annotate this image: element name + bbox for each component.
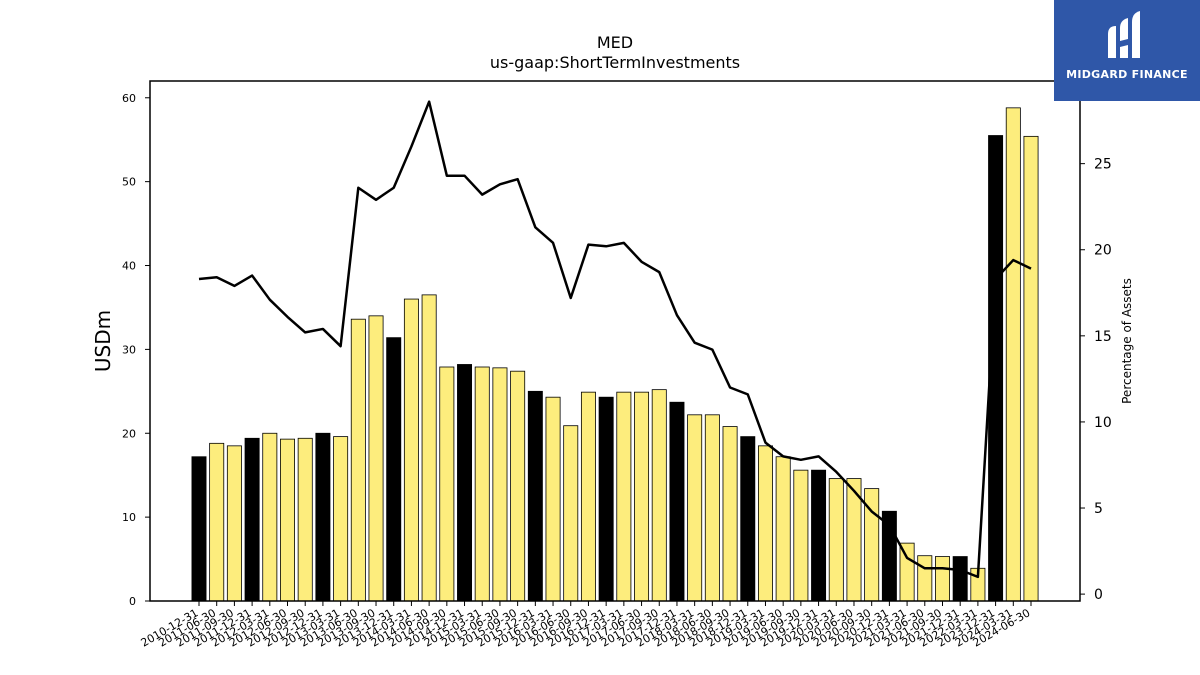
bar xyxy=(828,478,844,602)
y2-tick-label: 20 xyxy=(1094,243,1112,259)
y2-tick-label: 10 xyxy=(1094,415,1112,431)
bar xyxy=(651,389,667,602)
bar xyxy=(757,445,773,602)
bar xyxy=(1023,135,1039,602)
bar xyxy=(899,542,915,602)
bar xyxy=(917,555,933,602)
bar xyxy=(634,391,650,602)
bar xyxy=(722,426,738,602)
y-axis-label: USDm xyxy=(91,310,115,372)
plot-frame xyxy=(149,80,1081,602)
percentage-line xyxy=(198,100,1032,579)
bar xyxy=(740,436,756,602)
bar xyxy=(403,298,419,602)
y-tick-label: 50 xyxy=(122,176,136,189)
y-tick-label: 20 xyxy=(122,427,136,440)
line-group xyxy=(198,100,1032,579)
bar xyxy=(687,414,703,602)
bar xyxy=(244,437,260,602)
bar xyxy=(510,370,526,602)
x-axis: 2010-12-312011-06-302011-09-302011-12-31… xyxy=(139,601,1033,650)
bar xyxy=(280,438,295,602)
bar xyxy=(209,442,225,602)
bar xyxy=(297,437,313,602)
y2-axis: 0 5 10 15 20 25 xyxy=(1080,157,1112,603)
chart-subtitle: us-gaap:ShortTermInvestments xyxy=(490,53,740,72)
y-tick-label: 60 xyxy=(122,92,136,105)
bar xyxy=(226,445,242,602)
bar xyxy=(545,396,561,602)
bar xyxy=(811,469,827,602)
chart-title: MED xyxy=(597,33,633,52)
y2-axis-label: Percentage of Assets xyxy=(1120,278,1134,404)
y-axis: 0 10 20 30 40 50 60 xyxy=(122,92,150,608)
bar xyxy=(704,414,720,602)
bar xyxy=(191,456,207,602)
bar xyxy=(333,436,349,602)
logo-mark-icon xyxy=(1108,11,1140,58)
bar xyxy=(457,364,473,602)
logo-text: MIDGARD FINANCE xyxy=(1066,68,1188,81)
bar xyxy=(935,556,950,602)
y-tick-label: 10 xyxy=(122,511,136,524)
bar xyxy=(386,337,402,602)
bar xyxy=(669,401,685,602)
bar xyxy=(580,391,596,602)
bar xyxy=(527,390,543,602)
bars-group xyxy=(191,107,1039,602)
y2-tick-label: 5 xyxy=(1094,501,1103,517)
bar xyxy=(793,469,809,602)
bar xyxy=(315,432,331,602)
bar xyxy=(439,366,455,602)
bar xyxy=(492,367,508,602)
y-tick-label: 40 xyxy=(122,260,136,273)
bar xyxy=(421,294,437,602)
y2-tick-label: 0 xyxy=(1094,587,1103,603)
bar xyxy=(368,315,384,602)
y-tick-label: 30 xyxy=(122,343,136,356)
y-tick-label: 0 xyxy=(129,595,136,608)
bar xyxy=(563,425,579,602)
bar xyxy=(474,366,490,602)
y2-tick-label: 15 xyxy=(1094,329,1112,345)
bar xyxy=(598,396,614,602)
bar xyxy=(952,556,968,602)
midgard-finance-logo: MIDGARD FINANCE xyxy=(1054,0,1200,101)
bar xyxy=(616,391,632,602)
bar xyxy=(350,318,366,602)
bar xyxy=(775,456,791,602)
bar xyxy=(1005,107,1021,602)
bar xyxy=(262,432,278,602)
y2-tick-label: 25 xyxy=(1094,157,1112,173)
